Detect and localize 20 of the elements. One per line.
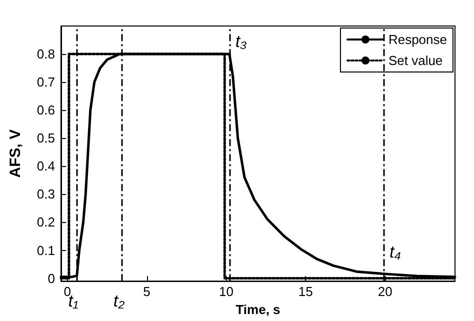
annotation: t₄ (390, 242, 402, 262)
annotation: t₃ (235, 32, 248, 52)
x-tick-label: 10 (218, 284, 234, 300)
y-tick-label: 0.8 (36, 46, 55, 62)
x-tick-label: 15 (298, 284, 313, 300)
y-tick-label: 0.5 (36, 130, 55, 146)
legend-label: Set value (388, 53, 443, 68)
y-tick-label: 0.3 (36, 186, 55, 202)
x-tick-label: 5 (143, 284, 150, 300)
annotation: t₂ (113, 291, 126, 310)
legend-label: Response (388, 32, 448, 47)
y-tick-label: 0.1 (36, 242, 55, 258)
y-axis-title: AFS, V (7, 129, 24, 178)
x-tick-label: 20 (378, 284, 392, 300)
y-tick-label: 0.6 (36, 102, 55, 118)
y-tick-label: 0.4 (36, 158, 55, 174)
y-tick-label: 0.2 (36, 214, 55, 230)
y-tick-label: 0.7 (36, 74, 55, 90)
x-axis-title: Time, s (236, 302, 280, 317)
y-tick-label: 0 (48, 270, 55, 286)
